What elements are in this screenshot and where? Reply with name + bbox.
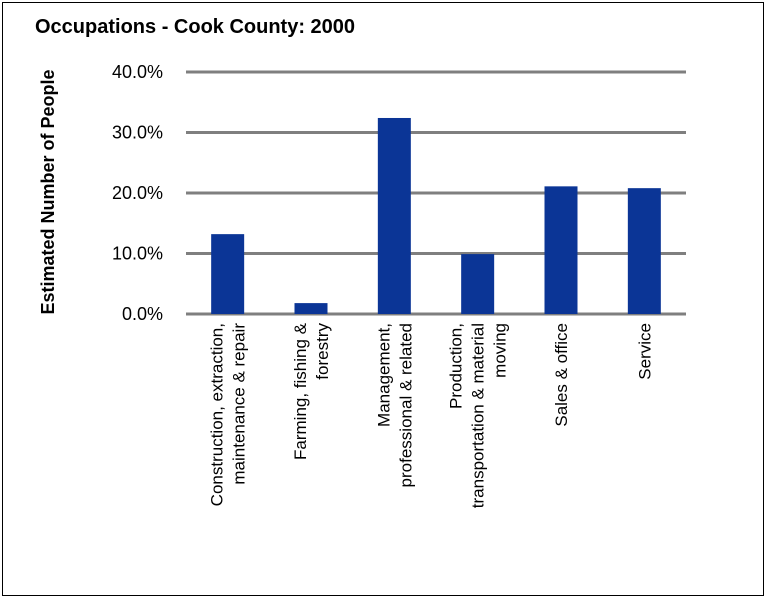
category-label: Management, professional & related bbox=[374, 323, 415, 487]
x-tick-label: professional & related bbox=[396, 323, 415, 487]
x-tick-label: Management, bbox=[374, 323, 393, 427]
y-tick-label: 10.0% bbox=[112, 244, 163, 264]
bar bbox=[211, 234, 245, 314]
bar bbox=[544, 186, 578, 314]
y-tick-label: 20.0% bbox=[112, 183, 163, 203]
category-label: Service bbox=[635, 323, 654, 380]
category-label: Construction, extraction, maintenance & r… bbox=[208, 323, 249, 507]
x-tick-label: transportation & material bbox=[469, 323, 488, 508]
x-tick-label: moving bbox=[491, 323, 510, 378]
x-tick-label: Production, bbox=[447, 323, 466, 409]
y-tick-label: 40.0% bbox=[112, 62, 163, 82]
y-axis-label: Estimated Number of People bbox=[38, 69, 58, 314]
chart-title: Occupations - Cook County: 2000 bbox=[35, 16, 355, 38]
y-tick-label: 30.0% bbox=[112, 123, 163, 143]
x-tick-label: maintenance & repair bbox=[230, 323, 249, 485]
x-tick-label: forestry bbox=[313, 323, 332, 380]
bar bbox=[461, 254, 495, 314]
x-tick-label: Service bbox=[635, 323, 654, 380]
bar bbox=[627, 188, 661, 314]
y-tick-label: 0.0% bbox=[122, 304, 163, 324]
category-label: Sales & office bbox=[552, 323, 571, 427]
category-label: Farming, fishing & forestry bbox=[291, 322, 332, 460]
bar bbox=[377, 117, 411, 314]
x-tick-label: Farming, fishing & bbox=[291, 322, 310, 460]
bar bbox=[294, 303, 328, 314]
category-label: Production, transportation & material movi… bbox=[447, 323, 510, 508]
x-tick-label: Sales & office bbox=[552, 323, 571, 427]
x-tick-label: Construction, extraction, bbox=[208, 323, 227, 506]
